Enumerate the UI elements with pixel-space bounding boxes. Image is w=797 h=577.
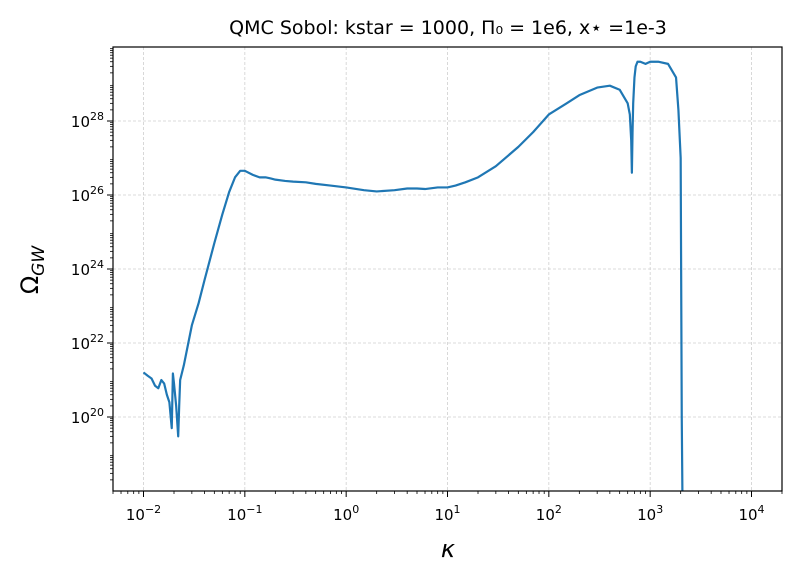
y-tick-label: 1020	[71, 406, 104, 427]
x-tick-label: 10−1	[227, 503, 262, 524]
y-tick-label: 1028	[71, 110, 104, 131]
y-tick-label: 1024	[71, 258, 104, 279]
x-tick-label: 103	[637, 503, 663, 524]
series-layer	[142, 60, 684, 491]
x-tick-label: 101	[434, 503, 460, 524]
x-axis-ticks: 10−2 10−1 100 101 102 103 104	[112, 491, 783, 524]
y-axis-label: ΩGW	[16, 245, 49, 295]
x-tick-label: 102	[536, 503, 562, 524]
y-axis-ticks: 1020 1022 1024 1026 1028	[71, 48, 113, 481]
x-axis-label: κ	[441, 535, 456, 563]
x-tick-label: 10−2	[126, 503, 161, 524]
y-tick-label: 1026	[71, 184, 104, 205]
x-tick-label: 104	[738, 503, 764, 524]
grid-lines	[113, 47, 782, 491]
y-tick-label: 1022	[71, 332, 104, 353]
x-tick-label: 100	[333, 503, 359, 524]
chart-title: QMC Sobol: kstar = 1000, Π₀ = 1e6, x⋆ =1…	[229, 17, 667, 39]
series-line-1	[142, 60, 684, 491]
